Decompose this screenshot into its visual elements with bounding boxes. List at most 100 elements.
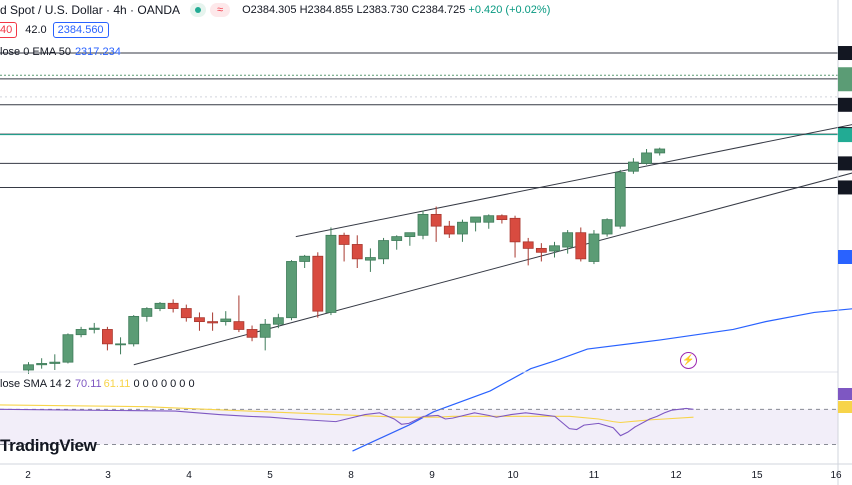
close-value: C2384.725 [411,4,466,16]
ema-line [352,308,852,452]
rsi-band [0,409,838,445]
candle-body [259,323,271,338]
candle-body [496,215,508,221]
candle-body [167,302,179,309]
x-tick-label: 10 [507,470,519,481]
rsi-label: lose SMA 14 2 [0,378,71,390]
candle-body [443,225,455,235]
candle-body [535,247,547,253]
candle-body [128,315,140,345]
candle-body [154,302,166,309]
rsi-tag [838,388,852,400]
x-tick-label: 9 [429,470,435,481]
candle-body [628,161,639,172]
trade-buttons: 40 42.0 2384.560 [0,22,109,38]
change-value: +0.420 (+0.02%) [468,4,551,16]
candle-body [36,363,48,366]
ema-layer [352,308,852,452]
candle-body [325,234,337,313]
candle-body [641,152,652,164]
level-tag [838,156,852,171]
candle-body [549,245,560,252]
candle-body [364,257,376,261]
candle-body [614,172,626,227]
candle-body [391,236,403,241]
channel-line [295,124,852,238]
candle-body [654,148,666,154]
flash-icon[interactable]: ⚡ [680,352,697,369]
price-tag [838,67,852,92]
candle-body [62,334,74,363]
symbol-title[interactable]: d Spot / U.S. Dollar · 4h · OANDA [0,3,181,17]
x-tick-label: 16 [830,470,842,481]
wave-icon[interactable]: ≈ [210,3,231,17]
candle-body [404,232,416,238]
candle-body [246,329,258,338]
candle-body [207,321,219,324]
level-tag [838,180,852,195]
candle-body [49,361,61,364]
candle-body [141,308,153,317]
candle-body [430,213,442,227]
level-tag [838,97,852,112]
x-tick-label: 8 [348,470,354,481]
candle-body [575,232,587,260]
market-status-icon[interactable] [190,3,207,17]
x-tick-label: 5 [267,470,273,481]
candle-body [272,317,284,325]
ema-tag [838,250,852,264]
candle-body [509,217,521,243]
candle-body [75,329,87,336]
ema-legend[interactable]: lose 0 EMA 50 2317.234 [0,46,121,58]
rsi-legend[interactable]: lose SMA 14 2 70.11 61.11 0 0 0 0 0 0 0 [0,378,195,390]
x-tick-label: 3 [105,470,111,481]
sell-button[interactable]: 40 [0,22,18,38]
rsi-extra: 0 0 0 0 0 0 0 [133,378,195,390]
candle-body [417,213,429,236]
candle-body [180,308,192,319]
tradingview-logo[interactable]: TradingView [0,436,97,455]
rsi-ma-value: 61.11 [103,378,131,390]
candle-body [194,317,205,323]
x-tick-label: 12 [670,470,682,481]
candle-body [88,327,100,330]
spread-value: 42.0 [25,24,47,36]
candle-body [23,364,34,371]
candle-body [102,329,113,345]
grid [0,52,838,188]
x-tick-label: 4 [186,470,192,481]
candle-body [378,240,389,260]
x-tick-label: 11 [589,470,600,481]
candle-body [588,233,600,262]
ema-label: lose 0 EMA 50 [0,46,71,58]
level-tag [838,46,852,61]
rsi-value: 70.11 [74,378,102,390]
open-value: O2384.305 [242,4,297,16]
candles [23,147,666,374]
buy-button[interactable]: 2384.560 [52,22,109,38]
teal-tag [838,128,852,143]
candle-body [457,221,468,235]
candle-body [233,321,245,330]
x-tick-label: 2 [25,470,31,481]
low-value: L2383.730 [356,4,409,16]
high-value: H2384.855 [299,4,354,16]
candle-body [338,234,350,245]
candle-body [562,232,574,248]
candle-body [601,219,613,235]
ohlc-values: O2384.305 H2384.855 L2383.730 C2384.725 … [242,4,550,16]
candle-body [299,255,311,262]
candle-body [351,244,363,260]
channel-line [133,172,852,366]
candle-body [483,215,495,223]
x-tick-label: 15 [751,470,763,481]
candle-body [115,343,126,346]
ema-value: 2317.234 [74,46,121,58]
time-axis: 2 3 4 5 8 9 10 11 12 15 16 [25,470,842,481]
rsi-pane [0,371,838,445]
symbol-header: d Spot / U.S. Dollar · 4h · OANDA ≈ O238… [0,2,550,18]
candle-body [220,318,232,323]
candle-body [312,255,324,312]
